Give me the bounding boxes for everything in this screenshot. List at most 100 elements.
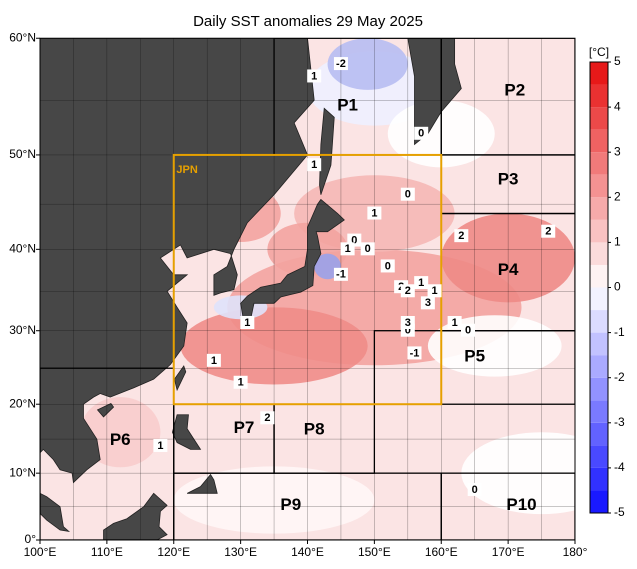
- x-tick-label: 120°E: [157, 545, 190, 559]
- contour-label: 1: [371, 207, 377, 219]
- colorbar-tick-label: -3: [614, 415, 625, 429]
- contour-label-bg: [447, 315, 462, 329]
- contour-label-bg: [427, 284, 442, 298]
- x-tick-label: 160°E: [425, 545, 458, 559]
- colorbar-step: [590, 332, 608, 356]
- region-label: P1: [337, 95, 358, 114]
- x-tick-label: 100°E: [24, 545, 57, 559]
- contour-label-bg: [461, 323, 475, 337]
- colorbar-step: [590, 107, 608, 130]
- y-tick-label: 40°N: [9, 242, 36, 256]
- region-label: P3: [498, 170, 519, 189]
- colorbar-step: [590, 219, 608, 243]
- contour-label: 0: [351, 234, 357, 246]
- y-tick-label: 30°N: [9, 323, 36, 337]
- colorbar-step: [590, 152, 608, 175]
- colorbar-tick-label: 4: [614, 99, 621, 113]
- y-tick-label: 10°N: [9, 465, 36, 479]
- region-label: P4: [498, 260, 519, 279]
- land: [240, 198, 345, 324]
- colorbar-step: [590, 355, 608, 378]
- colorbar-step: [590, 400, 608, 423]
- colorbar-tick-label: -1: [614, 325, 625, 339]
- contour-label-bg: [153, 438, 168, 452]
- colorbar-step: [590, 445, 608, 468]
- contour-label: 1: [238, 377, 244, 389]
- contour-label: 2: [264, 412, 270, 424]
- contour-label-bg: [400, 315, 415, 329]
- contour-label-bg: [541, 224, 556, 238]
- contour-label: 0: [405, 325, 411, 337]
- contour-label-bg: [260, 411, 275, 425]
- contour-label-bg: [467, 482, 482, 496]
- contour-label: 0: [418, 128, 424, 140]
- colorbar-tick-label: 1: [614, 235, 621, 249]
- contour-label-bg: [360, 242, 375, 256]
- colorbar-step: [590, 242, 608, 265]
- contour-label-bg: [307, 158, 322, 172]
- jpn-label: JPN: [176, 164, 197, 176]
- colorbar-step: [590, 197, 608, 220]
- colorbar-step: [590, 62, 608, 85]
- contour-label: 1: [345, 243, 351, 255]
- land: [186, 473, 218, 494]
- contour-label-bg: [206, 353, 221, 367]
- contour-label-bg: [340, 242, 355, 256]
- colorbar-step: [590, 377, 608, 401]
- contour-label: -1: [336, 269, 346, 281]
- contour-label: 0: [405, 189, 411, 201]
- map-layer: [40, 38, 575, 540]
- colorbar-step: [590, 467, 608, 491]
- region-label: P6: [110, 430, 131, 449]
- colorbar-label: [°C]: [589, 45, 609, 59]
- contour-label-bg: [420, 296, 435, 310]
- contour-label-bg: [414, 276, 429, 290]
- colorbar-step: [590, 129, 608, 153]
- x-tick-label: 180°: [563, 545, 588, 559]
- land: [173, 365, 187, 392]
- contour-label: 0: [385, 260, 391, 272]
- contour-label: 3: [425, 297, 431, 309]
- colorbar-tick-label: 0: [614, 280, 621, 294]
- jpn-box: [172, 153, 443, 406]
- colorbar-tick-label: -5: [614, 505, 625, 519]
- contour-label: -1: [410, 347, 420, 359]
- x-tick-label: 130°E: [224, 545, 257, 559]
- x-tick-label: 110°E: [91, 545, 123, 559]
- contour-label: 1: [418, 277, 424, 289]
- contour-label-bg: [400, 187, 415, 201]
- land: [40, 492, 71, 532]
- colorbar-step: [590, 422, 608, 446]
- y-tick-label: 60°N: [9, 30, 36, 44]
- contour-label: 1: [157, 440, 163, 452]
- y-tick-label: 50°N: [9, 147, 36, 161]
- contour-label: 1: [311, 70, 317, 82]
- contour-label-bg: [380, 259, 395, 273]
- contour-label: 1: [432, 285, 438, 297]
- colorbar-tick-label: 3: [614, 144, 621, 158]
- colorbar-tick-label: 2: [614, 189, 621, 203]
- contour-label: 2: [458, 230, 464, 242]
- x-tick-label: 170°E: [492, 545, 525, 559]
- contour-label: 2: [545, 226, 551, 238]
- land: [407, 38, 462, 146]
- y-tick-label: 0°: [25, 532, 37, 546]
- contour-label: 1: [211, 355, 217, 367]
- colorbar-step: [590, 264, 608, 288]
- y-tick-label: 20°N: [9, 396, 36, 410]
- land: [103, 492, 168, 540]
- contour-label: 0: [472, 484, 478, 496]
- map-title: Daily SST anomalies 29 May 2025: [193, 13, 423, 30]
- region-label: P9: [280, 495, 301, 514]
- contour-label: 2: [405, 285, 411, 297]
- contour-label: 0: [365, 243, 371, 255]
- contour-label-bg: [307, 69, 322, 83]
- region-label: P7: [234, 418, 255, 437]
- colorbar-tick-label: -4: [614, 460, 625, 474]
- land: [319, 107, 335, 195]
- contour-label-bg: [400, 284, 415, 298]
- contour-label-bg: [454, 229, 469, 243]
- contour-label: 0: [465, 325, 471, 337]
- contour-label: 3: [405, 317, 411, 329]
- contour-label-bg: [333, 57, 348, 71]
